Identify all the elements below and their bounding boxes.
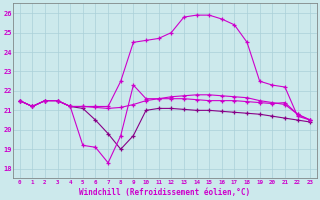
X-axis label: Windchill (Refroidissement éolien,°C): Windchill (Refroidissement éolien,°C) [79,188,251,197]
